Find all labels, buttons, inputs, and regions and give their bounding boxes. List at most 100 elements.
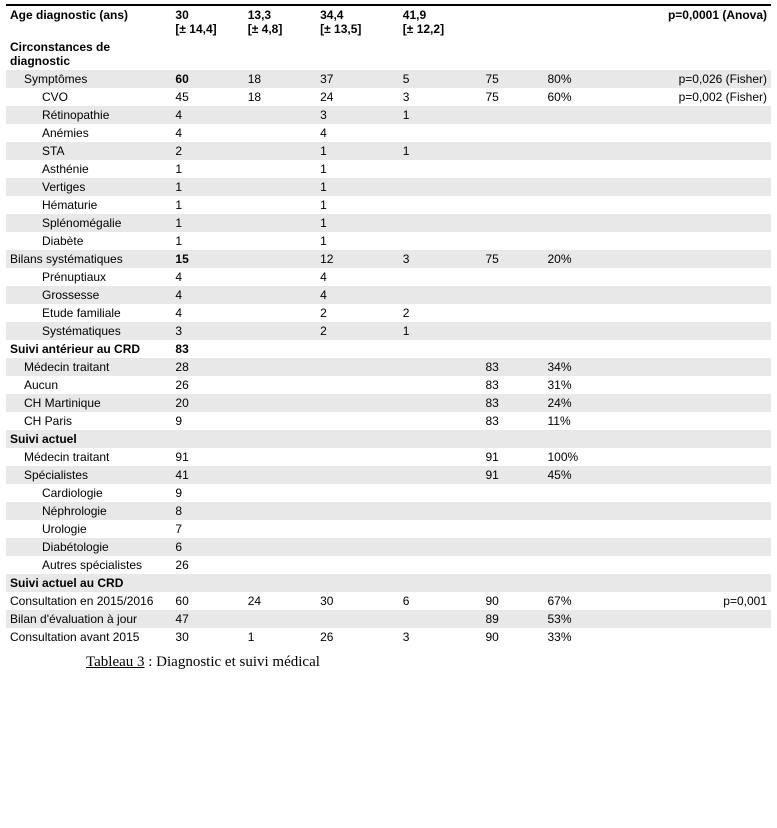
table-cell: 83 <box>481 394 543 412</box>
table-cell <box>606 412 771 430</box>
table-cell <box>544 502 606 520</box>
table-cell <box>481 502 543 520</box>
table-cell <box>544 538 606 556</box>
table-row: Prénuptiaux44 <box>6 268 771 286</box>
table-cell: 31% <box>544 376 606 394</box>
table-cell <box>544 196 606 214</box>
table-cell <box>481 5 543 38</box>
table-cell: 3 <box>399 628 482 646</box>
table-cell: 26 <box>316 628 399 646</box>
table-cell <box>399 340 482 358</box>
table-row: CH Paris98311% <box>6 412 771 430</box>
table-cell <box>171 38 243 70</box>
table-cell <box>399 538 482 556</box>
table-cell: 1 <box>171 214 243 232</box>
table-cell <box>316 502 399 520</box>
table-cell: 3 <box>316 106 399 124</box>
table-cell: 30 <box>171 628 243 646</box>
table-cell: 60 <box>171 70 243 88</box>
table-cell <box>606 142 771 160</box>
table-cell: Aucun <box>6 376 171 394</box>
table-cell <box>244 502 316 520</box>
table-cell: 26 <box>171 556 243 574</box>
table-cell: 45 <box>171 88 243 106</box>
table-cell: 75 <box>481 250 543 268</box>
table-cell: 1 <box>171 178 243 196</box>
table-cell <box>606 556 771 574</box>
table-cell: 9 <box>171 412 243 430</box>
table-cell <box>481 538 543 556</box>
table-cell: 1 <box>316 178 399 196</box>
table-cell: 33% <box>544 628 606 646</box>
table-cell: 2 <box>316 304 399 322</box>
table-cell: 83 <box>481 376 543 394</box>
table-cell: 1 <box>399 322 482 340</box>
table-cell <box>544 556 606 574</box>
table-cell <box>244 214 316 232</box>
table-cell <box>606 358 771 376</box>
table-cell <box>399 520 482 538</box>
table-cell: 91 <box>481 448 543 466</box>
table-cell: Néphrologie <box>6 502 171 520</box>
table-row: Consultation avant 20153012639033% <box>6 628 771 646</box>
table-row: Autres spécialistes26 <box>6 556 771 574</box>
table-cell: 5 <box>399 70 482 88</box>
table-cell: 4 <box>316 124 399 142</box>
table-cell <box>606 322 771 340</box>
table-cell: 83 <box>481 412 543 430</box>
table-cell <box>606 106 771 124</box>
table-cell: Médecin traitant <box>6 358 171 376</box>
table-cell: 13,3[± 4,8] <box>244 5 316 38</box>
table-cell <box>316 376 399 394</box>
table-cell <box>544 520 606 538</box>
table-cell <box>481 232 543 250</box>
table-cell: Autres spécialistes <box>6 556 171 574</box>
table-cell <box>606 38 771 70</box>
table-cell <box>244 376 316 394</box>
table-cell: 11% <box>544 412 606 430</box>
table-cell <box>244 340 316 358</box>
table-cell <box>606 520 771 538</box>
table-cell: Hématurie <box>6 196 171 214</box>
table-cell: Suivi actuel <box>6 430 171 448</box>
table-row: Cardiologie9 <box>6 484 771 502</box>
table-cell <box>544 484 606 502</box>
table-cell <box>316 358 399 376</box>
table-cell: 28 <box>171 358 243 376</box>
data-table: Age diagnostic (ans)30[± 14,4]13,3[± 4,8… <box>6 4 771 646</box>
table-row: Rétinopathie431 <box>6 106 771 124</box>
table-cell: Consultation avant 2015 <box>6 628 171 646</box>
table-cell <box>244 574 316 592</box>
table-cell <box>606 178 771 196</box>
table-cell <box>244 538 316 556</box>
table-cell <box>316 340 399 358</box>
table-cell: Splénomégalie <box>6 214 171 232</box>
table-cell <box>606 502 771 520</box>
table-cell: 60 <box>171 592 243 610</box>
table-cell <box>606 610 771 628</box>
table-cell: 3 <box>399 88 482 106</box>
table-cell: 41,9[± 12,2] <box>399 5 482 38</box>
table-cell <box>244 520 316 538</box>
table-cell <box>544 322 606 340</box>
table-cell <box>399 232 482 250</box>
table-cell <box>316 484 399 502</box>
table-cell <box>606 250 771 268</box>
table-cell <box>244 232 316 250</box>
table-row: Grossesse44 <box>6 286 771 304</box>
table-cell <box>481 340 543 358</box>
table-row: CVO45182437560%p=0,002 (Fisher) <box>6 88 771 106</box>
table-cell <box>481 484 543 502</box>
table-cell: 100% <box>544 448 606 466</box>
caption-rest: : Diagnostic et suivi médical <box>145 654 320 670</box>
table-cell <box>544 38 606 70</box>
table-row: Médecin traitant288334% <box>6 358 771 376</box>
table-cell <box>481 556 543 574</box>
table-row: Diabétologie6 <box>6 538 771 556</box>
table-cell: Urologie <box>6 520 171 538</box>
table-cell <box>399 358 482 376</box>
table-cell <box>481 304 543 322</box>
table-cell: Anémies <box>6 124 171 142</box>
table-cell <box>244 178 316 196</box>
table-cell <box>316 38 399 70</box>
